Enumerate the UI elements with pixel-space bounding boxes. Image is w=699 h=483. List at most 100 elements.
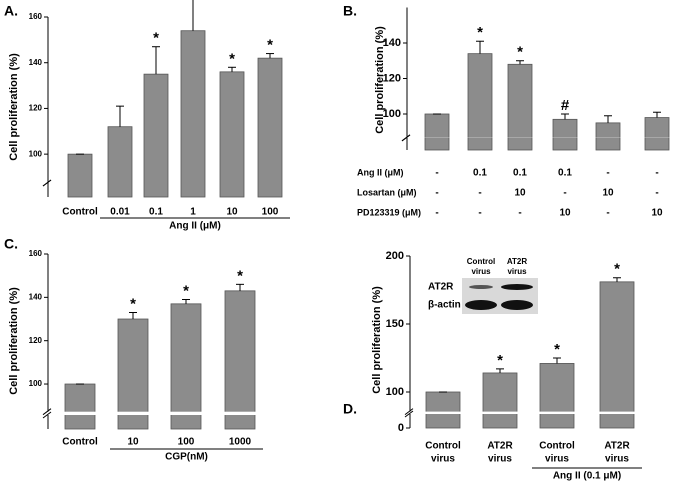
bar	[507, 63, 533, 151]
blot-band	[469, 285, 493, 289]
condition-label: Losartan (μM)	[357, 187, 417, 197]
bar	[67, 153, 93, 198]
inset-column-label: virus	[471, 267, 491, 276]
x-tick-label: Control	[62, 207, 98, 218]
x-tick-label: virus	[545, 454, 569, 465]
x-tick-label: 1	[190, 207, 196, 218]
condition-value: -	[435, 168, 438, 179]
condition-label: Ang II (μM)	[357, 167, 404, 177]
y-tick-label: 160	[29, 12, 43, 21]
group-label: Ang II (0.1 μM)	[553, 471, 621, 482]
bar	[467, 53, 493, 151]
annotation: *	[237, 267, 243, 284]
y-tick-label: 140	[383, 37, 401, 49]
annotation: *	[229, 50, 235, 67]
y-axis-label: Cell proliferation (%)	[374, 26, 386, 134]
bar	[219, 71, 245, 198]
x-tick-label: 0.01	[110, 207, 130, 218]
annotation: *	[554, 341, 560, 358]
y-tick-label: 120	[29, 104, 43, 113]
x-tick-label: Control	[62, 437, 98, 448]
bar	[595, 122, 621, 151]
bar	[599, 281, 635, 429]
x-tick-label: AT2R	[604, 441, 630, 452]
y-axis-label: Cell proliferation (%)	[8, 53, 20, 161]
x-tick-label: AT2R	[487, 441, 513, 452]
bar	[107, 126, 133, 198]
panel-label: A.	[4, 3, 18, 19]
bar	[552, 118, 578, 151]
x-tick-label: Control	[539, 441, 575, 452]
condition-value: -	[518, 208, 521, 219]
inset-row-label: AT2R	[428, 282, 454, 293]
bar	[424, 113, 450, 151]
condition-value: -	[655, 188, 658, 199]
condition-value: 10	[651, 208, 663, 219]
x-tick-label: virus	[488, 454, 512, 465]
y-tick-label: 120	[29, 336, 43, 345]
bar	[539, 363, 575, 429]
x-tick-label: 0.1	[149, 207, 163, 218]
condition-value: 0.1	[513, 168, 527, 179]
annotation: *	[153, 30, 159, 47]
axis-break-mark	[42, 179, 52, 187]
bar	[170, 303, 202, 430]
annotation: *	[614, 261, 620, 278]
x-tick-label: 100	[262, 207, 279, 218]
condition-value: -	[655, 168, 658, 179]
bar	[425, 391, 461, 429]
annotation: #	[561, 97, 570, 114]
x-tick-label: 100	[178, 437, 195, 448]
y-tick-label: 100	[383, 108, 401, 120]
blot-band	[501, 300, 533, 310]
y-tick-label: 100	[29, 149, 43, 158]
bar	[180, 30, 206, 198]
bar	[644, 117, 670, 151]
y-tick-label: 150	[386, 318, 404, 330]
y-tick-label: 140	[29, 58, 43, 67]
y-tick-label: 140	[29, 292, 43, 301]
y-tick-label: 120	[383, 72, 401, 84]
bar	[482, 372, 518, 429]
condition-value: -	[435, 188, 438, 199]
x-tick-label: 10	[127, 437, 139, 448]
axis-break-gap	[42, 411, 264, 415]
annotation: *	[477, 24, 483, 41]
inset-row-label: β-actin	[428, 300, 461, 311]
inset-column-label: AT2R	[507, 257, 528, 266]
group-label: CGP(nM)	[165, 452, 208, 463]
y-axis-label: Cell proliferation (%)	[371, 286, 383, 394]
x-tick-label: virus	[431, 454, 455, 465]
axis-break-mark	[404, 410, 414, 418]
group-label: Ang II (μM)	[169, 221, 221, 232]
y-tick-label: 160	[29, 249, 43, 258]
condition-value: 10	[602, 188, 614, 199]
annotation: *	[497, 352, 503, 369]
condition-value: 0.1	[473, 168, 487, 179]
x-tick-label: 1000	[229, 437, 252, 448]
y-tick-label: 200	[386, 250, 404, 262]
condition-value: 10	[514, 188, 526, 199]
axis-break-gap	[404, 411, 645, 414]
axis-break-mark	[404, 408, 414, 416]
condition-value: -	[606, 168, 609, 179]
condition-value: -	[478, 188, 481, 199]
blot-band	[465, 300, 497, 310]
inset-column-label: virus	[507, 267, 527, 276]
axis-break-mark	[42, 411, 52, 419]
blot-band	[501, 284, 533, 290]
axis-break-mark	[42, 408, 52, 416]
annotation: *	[183, 282, 189, 299]
bar	[64, 383, 96, 430]
y-tick-label: 100	[29, 379, 43, 388]
bar	[143, 73, 169, 198]
bar	[224, 290, 256, 430]
x-tick-label: Control	[425, 441, 461, 452]
condition-value: 10	[559, 208, 571, 219]
condition-value: -	[478, 208, 481, 219]
panel-label: D.	[343, 401, 357, 417]
x-tick-label: 10	[226, 207, 238, 218]
inset-column-label: Control	[467, 257, 495, 266]
panel-label: C.	[4, 236, 18, 252]
